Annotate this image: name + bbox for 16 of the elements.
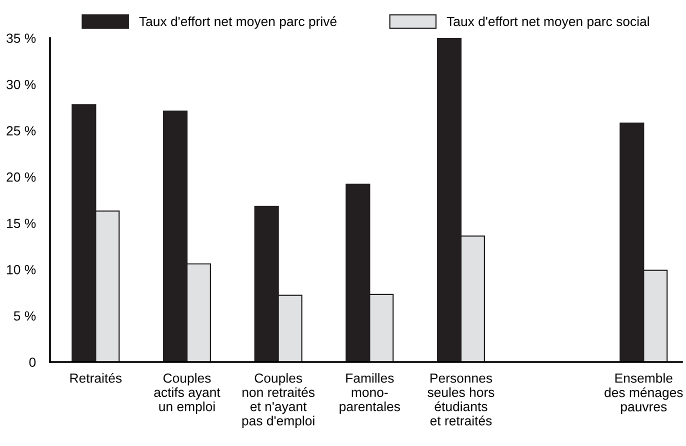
x-tick-label: Personnes seules hors étudiants et retraités xyxy=(428,374,494,426)
y-tick-label: 15 % xyxy=(7,218,36,228)
y-tick-label: 25 % xyxy=(6,126,36,136)
y-tick-label: 30 % xyxy=(6,80,36,90)
y-tick-label: 0 xyxy=(29,358,36,367)
x-tick-label: Couples actifs ayant un emploi xyxy=(154,373,220,414)
legend-label: Taux d'effort net moyen parc social xyxy=(446,16,649,29)
y-tick-label: 10 % xyxy=(7,264,36,274)
y-tick-label: 20 % xyxy=(6,172,36,182)
y-tick-label: 35 % xyxy=(6,34,36,43)
y-tick-label: 5 % xyxy=(14,311,36,321)
x-tick-label: Ensemble des ménages pauvres xyxy=(604,373,683,414)
legend-label: Taux d'effort net moyen parc privé xyxy=(139,16,336,29)
x-tick-label: Couples non retraités et n'ayant pas d'emploi xyxy=(242,373,315,428)
x-tick-label: Familles mono- parentales xyxy=(340,373,400,414)
x-tick-label: Retraités xyxy=(70,372,122,383)
